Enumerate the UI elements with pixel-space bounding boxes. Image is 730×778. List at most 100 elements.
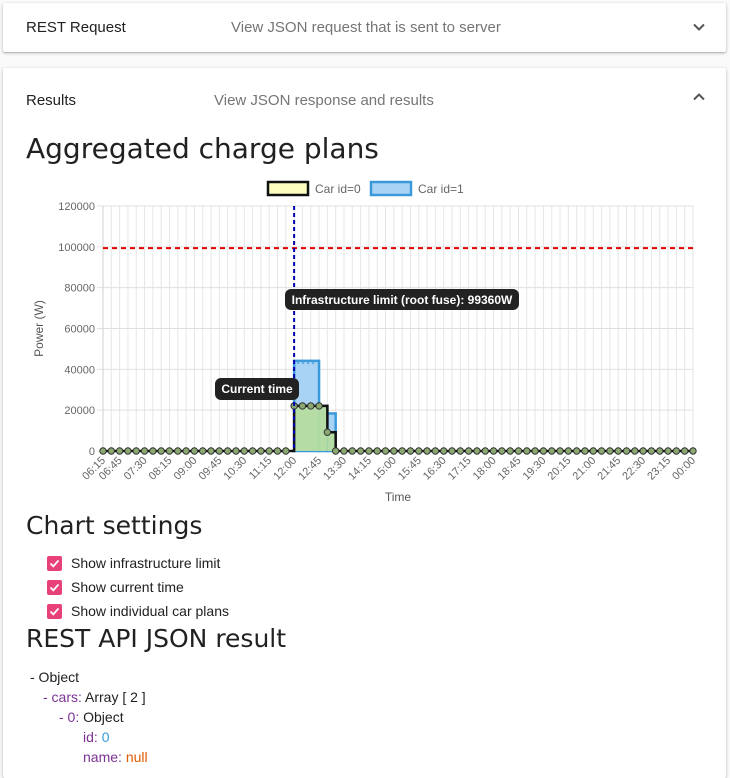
json-cars-key: - cars: xyxy=(43,689,82,705)
chevron-up-icon[interactable] xyxy=(692,90,706,104)
checkbox-infrastructure-limit[interactable] xyxy=(47,555,62,571)
car0-point xyxy=(207,447,215,455)
legend-swatch-car1 xyxy=(369,180,413,197)
setting-current-time[interactable]: Show current time xyxy=(47,578,184,596)
car0-point xyxy=(174,447,182,455)
json-name: name: null xyxy=(83,749,148,765)
car0-bar xyxy=(327,432,336,451)
json-root-label: - Object xyxy=(30,669,80,685)
setting-label: Show infrastructure limit xyxy=(71,555,221,571)
x-axis-title: Time xyxy=(385,490,412,504)
car0-point xyxy=(190,447,199,455)
car0-point xyxy=(107,447,116,455)
legend-swatch-car0 xyxy=(266,180,310,197)
x-tick-label: 07:30 xyxy=(122,455,150,483)
car0-point xyxy=(373,447,381,455)
car0-point xyxy=(199,447,207,455)
car0-point xyxy=(257,447,265,455)
car0-point xyxy=(564,447,573,455)
rest-request-panel: REST Request View JSON request that is s… xyxy=(3,3,726,52)
chevron-down-icon[interactable] xyxy=(692,20,706,34)
car0-point xyxy=(149,447,157,455)
json-cars-value: Array [ 2 ] xyxy=(85,689,146,705)
setting-label: Show individual car plans xyxy=(71,603,229,619)
car0-point xyxy=(531,447,539,455)
json-id: id: 0 xyxy=(83,729,109,745)
car0-point xyxy=(523,447,531,455)
car0-point xyxy=(390,447,398,455)
x-tick-label: 12:45 xyxy=(296,455,324,483)
x-tick-label: 13:30 xyxy=(321,455,349,483)
chart-settings-title: Chart settings xyxy=(26,511,203,540)
car0-point xyxy=(589,447,597,455)
results-description: View JSON response and results xyxy=(214,92,434,109)
x-tick-label: 10:30 xyxy=(221,455,249,483)
car0-point xyxy=(473,447,481,455)
car0-point xyxy=(647,447,656,455)
car0-point xyxy=(415,447,423,455)
results-header[interactable]: Results View JSON response and results xyxy=(3,68,726,117)
x-tick-label: 20:15 xyxy=(546,455,574,483)
setting-individual-plans[interactable]: Show individual car plans xyxy=(47,602,229,620)
car0-point xyxy=(489,447,498,455)
rest-request-header[interactable]: REST Request View JSON request that is s… xyxy=(3,3,726,52)
car0-point xyxy=(115,447,124,455)
y-tick-label: 20000 xyxy=(64,405,95,417)
x-tick-label: 18:00 xyxy=(471,455,499,483)
checkbox-current-time[interactable] xyxy=(47,579,62,595)
car0-point xyxy=(539,447,548,455)
car0-point xyxy=(440,447,448,455)
car0-point xyxy=(672,447,681,455)
x-tick-label: 12:00 xyxy=(271,455,299,483)
car0-point xyxy=(464,447,473,455)
car0-point xyxy=(548,447,556,455)
car0-point xyxy=(597,447,606,455)
y-tick-label: 80000 xyxy=(64,283,95,295)
legend-label-car1: Car id=1 xyxy=(418,182,464,196)
car0-point xyxy=(282,447,290,455)
car0-point xyxy=(298,402,307,410)
json-item-0[interactable]: - 0: Object xyxy=(59,709,124,725)
car0-point xyxy=(99,447,107,455)
json-root[interactable]: - Object xyxy=(30,669,79,685)
car0-point xyxy=(481,447,489,455)
car0-point xyxy=(348,447,356,455)
json-cars[interactable]: - cars: Array [ 2 ] xyxy=(43,689,146,705)
car0-point xyxy=(581,447,589,455)
setting-infrastructure-limit[interactable]: Show infrastructure limit xyxy=(47,554,220,572)
infrastructure-limit-label: Infrastructure limit (root fuse): 99360W xyxy=(292,293,513,307)
x-tick-label: 16:30 xyxy=(421,455,449,483)
charge-plan-chart: 0 20000 40000 60000 80000 100000 120000 06:15 06… xyxy=(3,178,726,508)
x-tick-label: 21:00 xyxy=(570,455,598,483)
car0-point xyxy=(514,447,523,455)
checkbox-individual-plans[interactable] xyxy=(47,603,62,619)
results-panel: Results View JSON response and results A… xyxy=(3,68,726,778)
car0-point xyxy=(182,447,190,455)
car0-point xyxy=(307,402,315,410)
x-tick-label: 21:45 xyxy=(595,455,623,483)
car0-point xyxy=(606,447,614,455)
car0-point xyxy=(614,447,622,455)
y-tick-label: 40000 xyxy=(64,364,95,376)
car0-point xyxy=(356,447,365,455)
x-tick-label: 15:00 xyxy=(371,455,399,483)
car0-point xyxy=(406,447,415,455)
car0-line xyxy=(103,404,693,453)
chart-svg: 02000040000600008000010000012000006:1506… xyxy=(32,180,698,504)
x-tick-label: 18:45 xyxy=(496,455,524,483)
legend-label-car0: Car id=0 xyxy=(315,182,361,196)
x-tick-label: 00:00 xyxy=(670,455,698,483)
car0-point xyxy=(215,447,224,455)
car0-point xyxy=(381,447,390,455)
car0-point xyxy=(572,447,581,455)
x-tick-label: 17:15 xyxy=(446,455,474,483)
json-name-value: null xyxy=(125,749,148,765)
car0-point xyxy=(157,447,165,455)
car0-point xyxy=(631,447,639,455)
car0-point xyxy=(124,447,132,455)
json-name-key: name: xyxy=(83,749,122,765)
y-tick-label: 100000 xyxy=(58,242,95,254)
x-tick-label: 19:30 xyxy=(521,455,549,483)
rest-request-title: REST Request xyxy=(26,19,126,36)
current-time-label-bg xyxy=(215,378,299,400)
